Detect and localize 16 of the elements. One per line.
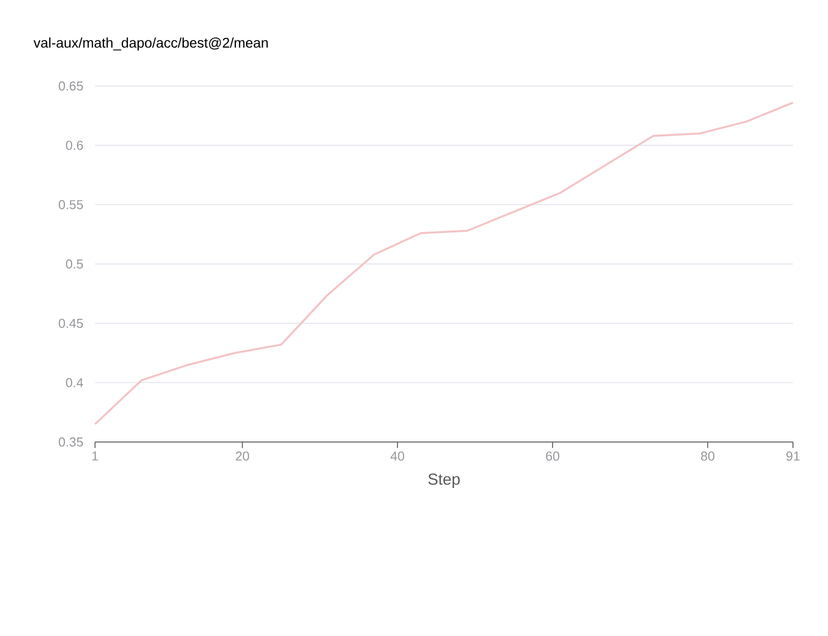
- y-tick-label: 0.5: [66, 259, 83, 269]
- x-tick-label: 60: [546, 452, 560, 461]
- x-tick-label: 20: [236, 452, 250, 461]
- x-tick-label: 91: [786, 452, 800, 461]
- y-tick-label: 0.65: [58, 81, 83, 91]
- line-series: [94, 102, 794, 426]
- chart-title: val-aux/math_dapo/acc/best@2/mean: [34, 37, 268, 50]
- x-tick-label: 80: [701, 452, 714, 461]
- y-tick-label: 0.35: [58, 437, 83, 447]
- y-tick-label: 0.45: [58, 318, 83, 328]
- x-axis-title: Step: [428, 474, 460, 488]
- x-tick-label: 40: [390, 452, 404, 461]
- x-tick-label: 1: [92, 452, 98, 460]
- y-tick-label: 0.4: [66, 378, 84, 388]
- y-tick-label: 0.6: [66, 140, 83, 150]
- y-tick-label: 0.55: [58, 200, 83, 210]
